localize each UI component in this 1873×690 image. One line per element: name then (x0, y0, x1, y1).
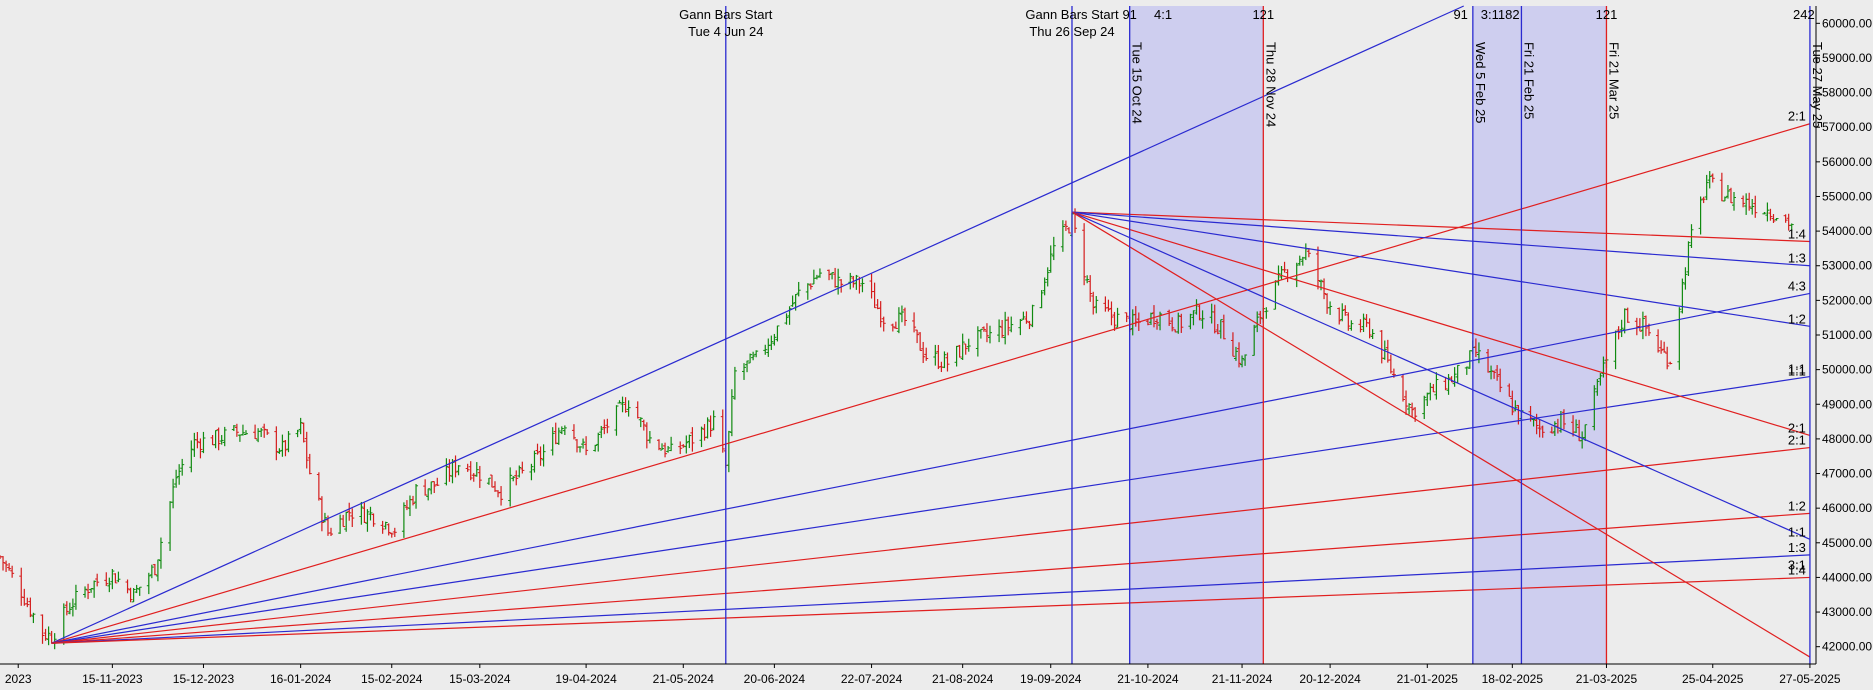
fan-ratio-label: 2:1 (1788, 433, 1806, 448)
y-tick-label: 45000.00 (1822, 536, 1872, 550)
y-tick-label: 46000.00 (1822, 501, 1872, 515)
y-tick-label: 49000.00 (1822, 397, 1872, 411)
x-tick-label: 19-09-2024 (1020, 672, 1082, 686)
top-count-label: 91 (1122, 7, 1136, 22)
y-tick-label: 57000.00 (1822, 120, 1872, 134)
y-axis: 42000.00 43000.00 44000.00 45000.00 46000.00… (1815, 6, 1872, 664)
fan-ratio-label: 1:2 (1788, 498, 1806, 513)
gann-fan-line (51, 292, 1811, 644)
gann-fan-line (51, 512, 1810, 644)
vertical-date-label: Fri 21 Mar 25 (1606, 42, 1621, 119)
x-tick-label: 18-02-2025 (1482, 672, 1544, 686)
y-tick-label: 53000.00 (1822, 259, 1872, 273)
gann-fan-line (51, 554, 1810, 644)
fan-ratio-label: 1:3 (1788, 540, 1806, 555)
fan-ratio-label: 1:3 (1788, 251, 1806, 266)
x-tick-label: 21-10-2024 (1117, 672, 1179, 686)
x-tick-label: 19-04-2024 (555, 672, 617, 686)
top-count-label: 4:1 (1154, 7, 1172, 22)
vertical-date-label: Wed 5 Feb 25 (1473, 42, 1488, 123)
y-tick-label: 52000.00 (1822, 293, 1872, 307)
x-tick-label: 15-12-2023 (173, 672, 235, 686)
fan-ratio-label: 3:1 (1788, 557, 1806, 572)
y-tick-label: 48000.00 (1822, 432, 1872, 446)
shaded-zone (1129, 6, 1264, 664)
fan-ratio-label: 1:2 (1788, 311, 1806, 326)
x-tick-label: 21-08-2024 (932, 672, 994, 686)
gann-fan-line (1071, 211, 1811, 540)
top-count-label: 3:1182 (1481, 7, 1520, 22)
fan-ratio-label: 1:1 (1788, 363, 1806, 378)
fan-ratio-label: 1:1 (1788, 362, 1806, 377)
gann-fan-line (1071, 211, 1811, 658)
y-tick-label: 51000.00 (1822, 328, 1872, 342)
x-tick-label: 20-12-2024 (1299, 672, 1361, 686)
y-tick-label: 47000.00 (1822, 467, 1872, 481)
gann-fan-line (51, 576, 1810, 644)
y-tick-label: 56000.00 (1822, 155, 1872, 169)
vertical-date-label: Tue 15 Oct 24 (1130, 42, 1145, 124)
y-tick-label: 54000.00 (1822, 224, 1872, 238)
gann-fan-line (51, 5, 1464, 644)
x-tick-label: 20-06-2024 (744, 672, 806, 686)
y-tick-label: 50000.00 (1822, 363, 1872, 377)
gann-start-title: Gann Bars Start (679, 7, 773, 22)
top-count-label: 91 (1453, 7, 1467, 22)
gann-fan-line (51, 123, 1811, 644)
gann-start-date: Thu 26 Sep 24 (1029, 24, 1114, 39)
x-tick-label: 22-07-2024 (841, 672, 903, 686)
top-annotations: Gann Bars Start Tue 4 Jun 24 Gann Bars Sta… (679, 7, 1815, 39)
gann-fan-lines (51, 5, 1811, 658)
fan-ratio-label: 2:1 (1788, 420, 1806, 435)
y-tick-label: 42000.00 (1822, 640, 1872, 654)
top-count-label: 121 (1596, 7, 1618, 22)
fan-ratio-labels: 2:14:31:12:11:21:31:41:41:31:22:11:11:13… (1788, 109, 1806, 578)
fan-ratio-label: 1:4 (1788, 226, 1806, 241)
y-tick-label: 43000.00 (1822, 605, 1872, 619)
x-tick-label: 16-01-2024 (270, 672, 332, 686)
gann-fan-line (51, 375, 1811, 644)
vertical-date-label: Fri 21 Feb 25 (1521, 42, 1536, 119)
shaded-zone (1472, 6, 1607, 664)
x-tick-label: 21-05-2024 (653, 672, 715, 686)
shaded-zones (1129, 6, 1607, 664)
y-tick-label: 58000.00 (1822, 86, 1872, 100)
top-count-label: 242 (1793, 7, 1815, 22)
x-tick-label: 21-03-2025 (1576, 672, 1638, 686)
gann-fan-line (1071, 211, 1810, 267)
vertical-date-label: Thu 28 Nov 24 (1263, 42, 1278, 127)
y-tick-label: 44000.00 (1822, 570, 1872, 584)
x-tick-label: 15-03-2024 (449, 672, 511, 686)
y-tick-label: 55000.00 (1822, 189, 1872, 203)
gann-fan-line (1071, 211, 1811, 327)
gann-fan-line (1071, 211, 1811, 437)
top-count-label: 121 (1252, 7, 1274, 22)
gann-start-title: Gann Bars Start (1025, 7, 1119, 22)
fan-ratio-label: 1:4 (1788, 562, 1806, 577)
x-tick-label: 21-11-2024 (1212, 672, 1273, 686)
x-tick-label: 15-11-2023 (82, 672, 143, 686)
x-tick-label: 2023 (5, 672, 32, 686)
vertical-date-label: Tue 27 May 25 (1810, 42, 1825, 128)
x-tick-label: 27-05-2025 (1779, 672, 1841, 686)
gann-fan-line (1071, 211, 1810, 243)
gann-start-date: Tue 4 Jun 24 (688, 24, 763, 39)
x-axis: 2023 15-11-2023 15-12-2023 16-01-2024 15-02-… (0, 663, 1841, 686)
fan-ratio-label: 1:1 (1788, 524, 1806, 539)
x-tick-label: 15-02-2024 (361, 672, 423, 686)
x-tick-label: 21-01-2025 (1397, 672, 1459, 686)
fan-ratio-label: 2:1 (1788, 109, 1806, 124)
y-tick-label: 59000.00 (1822, 51, 1872, 65)
y-tick-label: 60000.00 (1822, 16, 1872, 30)
x-tick-label: 25-04-2025 (1682, 672, 1744, 686)
vertical-time-lines: Tue 15 Oct 24 Thu 28 Nov 24 Wed 5 Feb 25 Fr… (725, 6, 1825, 664)
fan-ratio-label: 4:3 (1788, 278, 1806, 293)
